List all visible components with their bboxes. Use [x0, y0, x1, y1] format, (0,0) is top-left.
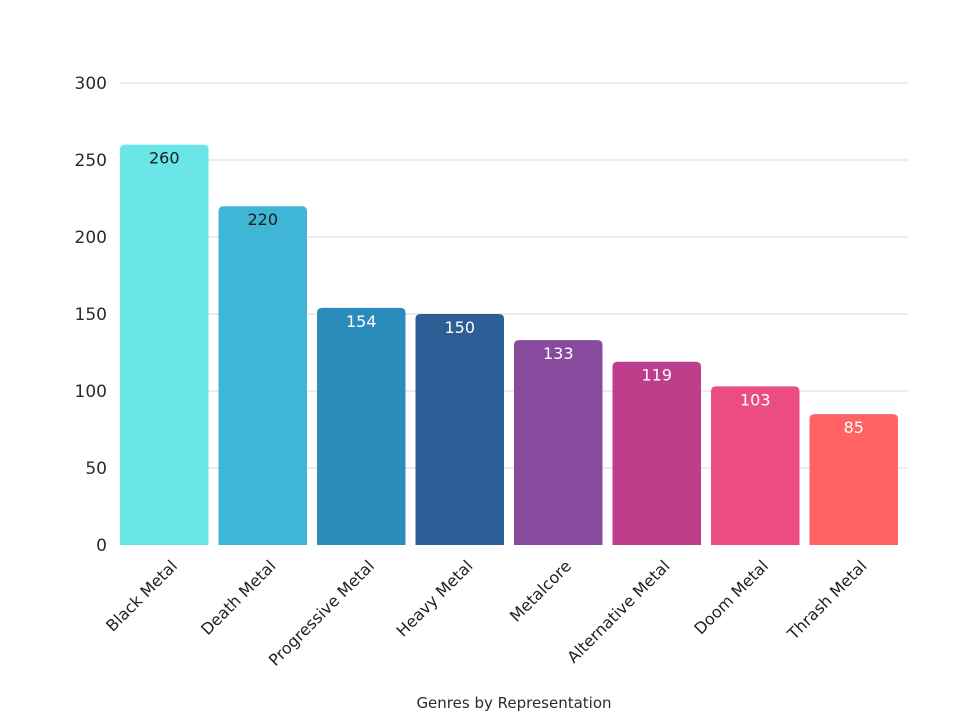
bar-value-label: 133 — [543, 344, 574, 363]
x-tick-label: Death Metal — [197, 556, 279, 638]
bar-value-label: 154 — [346, 312, 377, 331]
bar — [120, 144, 209, 545]
x-tick-label: Progressive Metal — [265, 556, 378, 669]
bar — [809, 414, 898, 545]
y-tick-label: 150 — [75, 305, 107, 325]
bar-value-label: 260 — [149, 149, 180, 168]
x-tick-label: Metalcore — [506, 556, 575, 625]
x-tick-label: Thrash Metal — [783, 556, 871, 644]
bars — [120, 144, 898, 545]
x-tick-label: Black Metal — [102, 556, 181, 635]
y-tick-label: 200 — [75, 228, 107, 248]
bar — [317, 307, 406, 545]
x-tick-label: Alternative Metal — [563, 556, 673, 666]
y-tick-label: 0 — [96, 536, 107, 556]
y-tick-label: 50 — [85, 459, 107, 479]
bar-value-label: 103 — [740, 390, 771, 409]
y-tick-label: 250 — [75, 151, 107, 171]
bar-value-label: 85 — [844, 418, 864, 437]
bar — [612, 361, 701, 545]
bar-value-label: 119 — [641, 366, 672, 385]
data-labels: 260 220 154 150 133 119 103 85 — [149, 149, 864, 438]
x-tick-label: Heavy Metal — [393, 556, 477, 640]
bar — [514, 340, 603, 545]
y-axis-ticks: 0 50 100 150 200 250 300 — [75, 74, 107, 556]
y-tick-label: 300 — [75, 74, 107, 94]
bar-value-label: 220 — [247, 210, 278, 229]
bar — [711, 386, 800, 545]
bar — [218, 206, 307, 545]
x-axis-title: Genres by Representation — [416, 694, 611, 712]
bar-value-label: 150 — [444, 318, 475, 337]
bar — [415, 314, 504, 545]
x-tick-label: Doom Metal — [690, 556, 772, 638]
y-tick-label: 100 — [75, 382, 107, 402]
